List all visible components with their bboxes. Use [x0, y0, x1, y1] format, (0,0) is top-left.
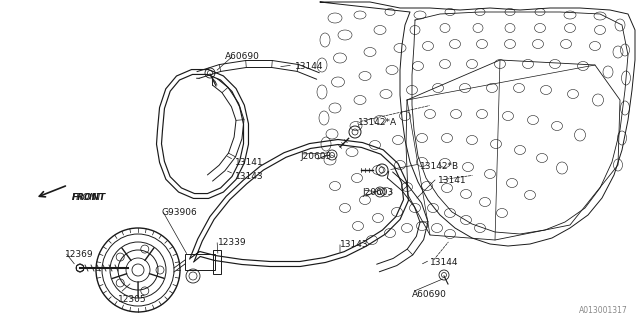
Text: 13144: 13144	[295, 62, 323, 71]
Bar	[185, 254, 215, 270]
Text: 13143: 13143	[340, 240, 369, 249]
Text: J20603: J20603	[300, 152, 332, 161]
Text: 12305: 12305	[118, 295, 147, 304]
Text: FRONT: FRONT	[72, 193, 103, 202]
Text: 13142*B: 13142*B	[420, 162, 459, 171]
Text: 13144: 13144	[430, 258, 458, 267]
Text: A013001317: A013001317	[579, 306, 628, 315]
Text: A60690: A60690	[225, 52, 260, 61]
Text: 13141: 13141	[438, 176, 467, 185]
Text: J20603: J20603	[362, 188, 393, 197]
Text: 12369: 12369	[65, 250, 93, 259]
Text: 12339: 12339	[218, 238, 246, 247]
Text: FRONT: FRONT	[72, 193, 106, 202]
Text: A60690: A60690	[412, 290, 447, 299]
Text: 13141: 13141	[235, 158, 264, 167]
Text: 13142*A: 13142*A	[358, 118, 397, 127]
Text: G93906: G93906	[162, 208, 198, 217]
Bar	[213, 250, 221, 274]
Text: 13143: 13143	[235, 172, 264, 181]
